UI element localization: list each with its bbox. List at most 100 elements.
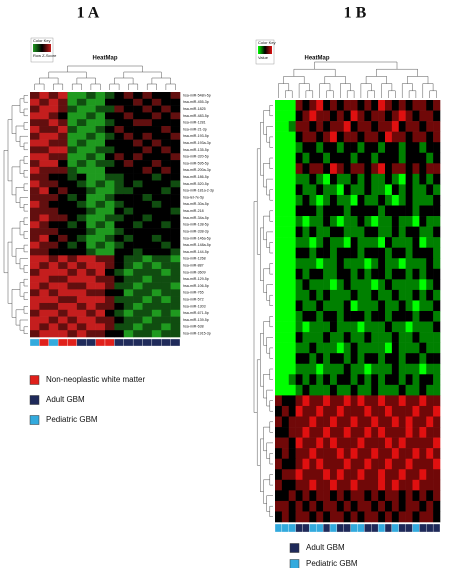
- heatmap-cell: [405, 363, 413, 375]
- heatmap-cell: [86, 160, 96, 168]
- legend-swatch: [29, 395, 40, 405]
- heatmap-cell: [105, 221, 115, 229]
- heatmap-cell: [123, 139, 134, 147]
- heatmap-cell: [48, 221, 59, 229]
- heatmap-cell: [391, 448, 400, 459]
- heatmap-cell: [316, 100, 324, 111]
- heatmap-cell: [433, 363, 441, 375]
- heatmap-cell: [330, 247, 338, 259]
- heatmap-cell: [58, 282, 68, 290]
- heatmap-cell: [123, 296, 134, 304]
- heatmap-cell: [76, 173, 87, 181]
- heatmap-cell: [114, 241, 125, 249]
- heatmap-cell: [391, 163, 400, 175]
- heatmap-cell: [105, 194, 115, 202]
- heatmap-cell: [302, 258, 310, 270]
- heatmap-cell: [343, 490, 351, 502]
- heatmap-cell: [58, 112, 68, 120]
- heatmap-cell: [385, 469, 393, 481]
- heatmap-cell: [357, 258, 365, 270]
- heatmap-cell: [371, 173, 379, 185]
- heatmap-cell: [275, 405, 283, 417]
- heatmap-cell: [426, 226, 434, 238]
- heatmap-cell: [295, 194, 303, 206]
- heatmap-cell: [378, 100, 386, 111]
- heatmap-cell: [330, 374, 338, 386]
- group-strip-cell: [384, 523, 393, 533]
- heatmap-cell: [371, 384, 379, 396]
- heatmap-cell: [405, 173, 413, 185]
- heatmap-cell: [76, 221, 87, 229]
- heatmap-cell: [378, 363, 386, 375]
- heatmap-cell: [433, 279, 441, 291]
- heatmap-cell: [426, 289, 434, 301]
- heatmap-cell: [371, 448, 379, 459]
- heatmap-cell: [330, 300, 338, 312]
- heatmap-cell: [39, 323, 50, 331]
- heatmap-cell: [95, 289, 106, 297]
- heatmap-cell: [95, 255, 106, 263]
- heatmap-cell: [95, 296, 106, 304]
- heatmap-cell: [30, 139, 40, 147]
- heatmap-cell: [350, 194, 358, 206]
- heatmap-cell: [378, 458, 386, 470]
- heatmap-cell: [371, 100, 379, 111]
- heatmap-cell: [133, 309, 143, 317]
- heatmap-cell: [309, 226, 317, 238]
- heatmap-cell: [433, 289, 441, 301]
- heatmap-cell: [39, 153, 50, 161]
- heatmap-cell: [39, 241, 50, 249]
- heatmap-cell: [86, 180, 96, 188]
- heatmap-cell: [405, 205, 413, 217]
- heatmap-cell: [142, 248, 153, 256]
- heatmap-cell: [95, 207, 106, 215]
- heatmap-cell: [350, 216, 358, 227]
- heatmap-cell: [364, 163, 372, 175]
- heatmap-cell: [30, 153, 40, 161]
- heatmap-cell: [39, 221, 50, 229]
- heatmap-cell: [405, 110, 413, 122]
- heatmap-cell: [336, 311, 345, 322]
- heatmap-cell: [133, 126, 143, 134]
- heatmap-cell: [105, 187, 115, 195]
- heatmap-cell: [275, 311, 283, 322]
- heatmap-cell: [105, 214, 115, 222]
- heatmap-cell: [170, 200, 181, 208]
- heatmap-cell: [133, 255, 143, 263]
- heatmap-cell: [105, 275, 115, 283]
- heatmap-cell: [76, 309, 87, 317]
- heatmap-cell: [336, 300, 345, 312]
- heatmap-cell: [316, 173, 324, 185]
- heatmap-cell: [398, 374, 406, 386]
- heatmap-cell: [398, 448, 406, 459]
- heatmap-cell: [114, 126, 125, 134]
- heatmap-cell: [309, 374, 317, 386]
- heatmap-cell: [350, 289, 358, 301]
- heatmap-cell: [433, 163, 441, 175]
- heatmap-cell: [398, 511, 406, 523]
- dendrogram: [34, 65, 176, 90]
- heatmap-cell: [391, 500, 400, 512]
- heatmap-cell: [76, 200, 87, 208]
- heatmap-cell: [385, 184, 393, 196]
- heatmap-cell: [105, 166, 115, 174]
- heatmap-cell: [398, 490, 406, 502]
- heatmap-cell: [398, 311, 406, 322]
- heatmap-cell: [378, 152, 386, 164]
- heatmap-cell: [323, 416, 331, 428]
- heatmap-cell: [364, 458, 372, 470]
- heatmap-cell: [398, 194, 406, 206]
- heatmap-cell: [357, 511, 365, 523]
- heatmap-cell: [336, 500, 345, 512]
- heatmap-cell: [288, 131, 296, 143]
- heatmap-cell: [309, 279, 317, 291]
- heatmap-cell: [67, 330, 78, 338]
- heatmap-cell: [364, 131, 372, 143]
- row-label: hsa-miR-638: [183, 325, 204, 329]
- heatmap-cell: [288, 469, 296, 481]
- color-key-title: Color Key: [33, 38, 51, 43]
- heatmap-cell: [357, 332, 365, 343]
- heatmap-cell: [48, 160, 59, 168]
- heatmap-cell: [330, 469, 338, 481]
- heatmap-cell: [288, 384, 296, 396]
